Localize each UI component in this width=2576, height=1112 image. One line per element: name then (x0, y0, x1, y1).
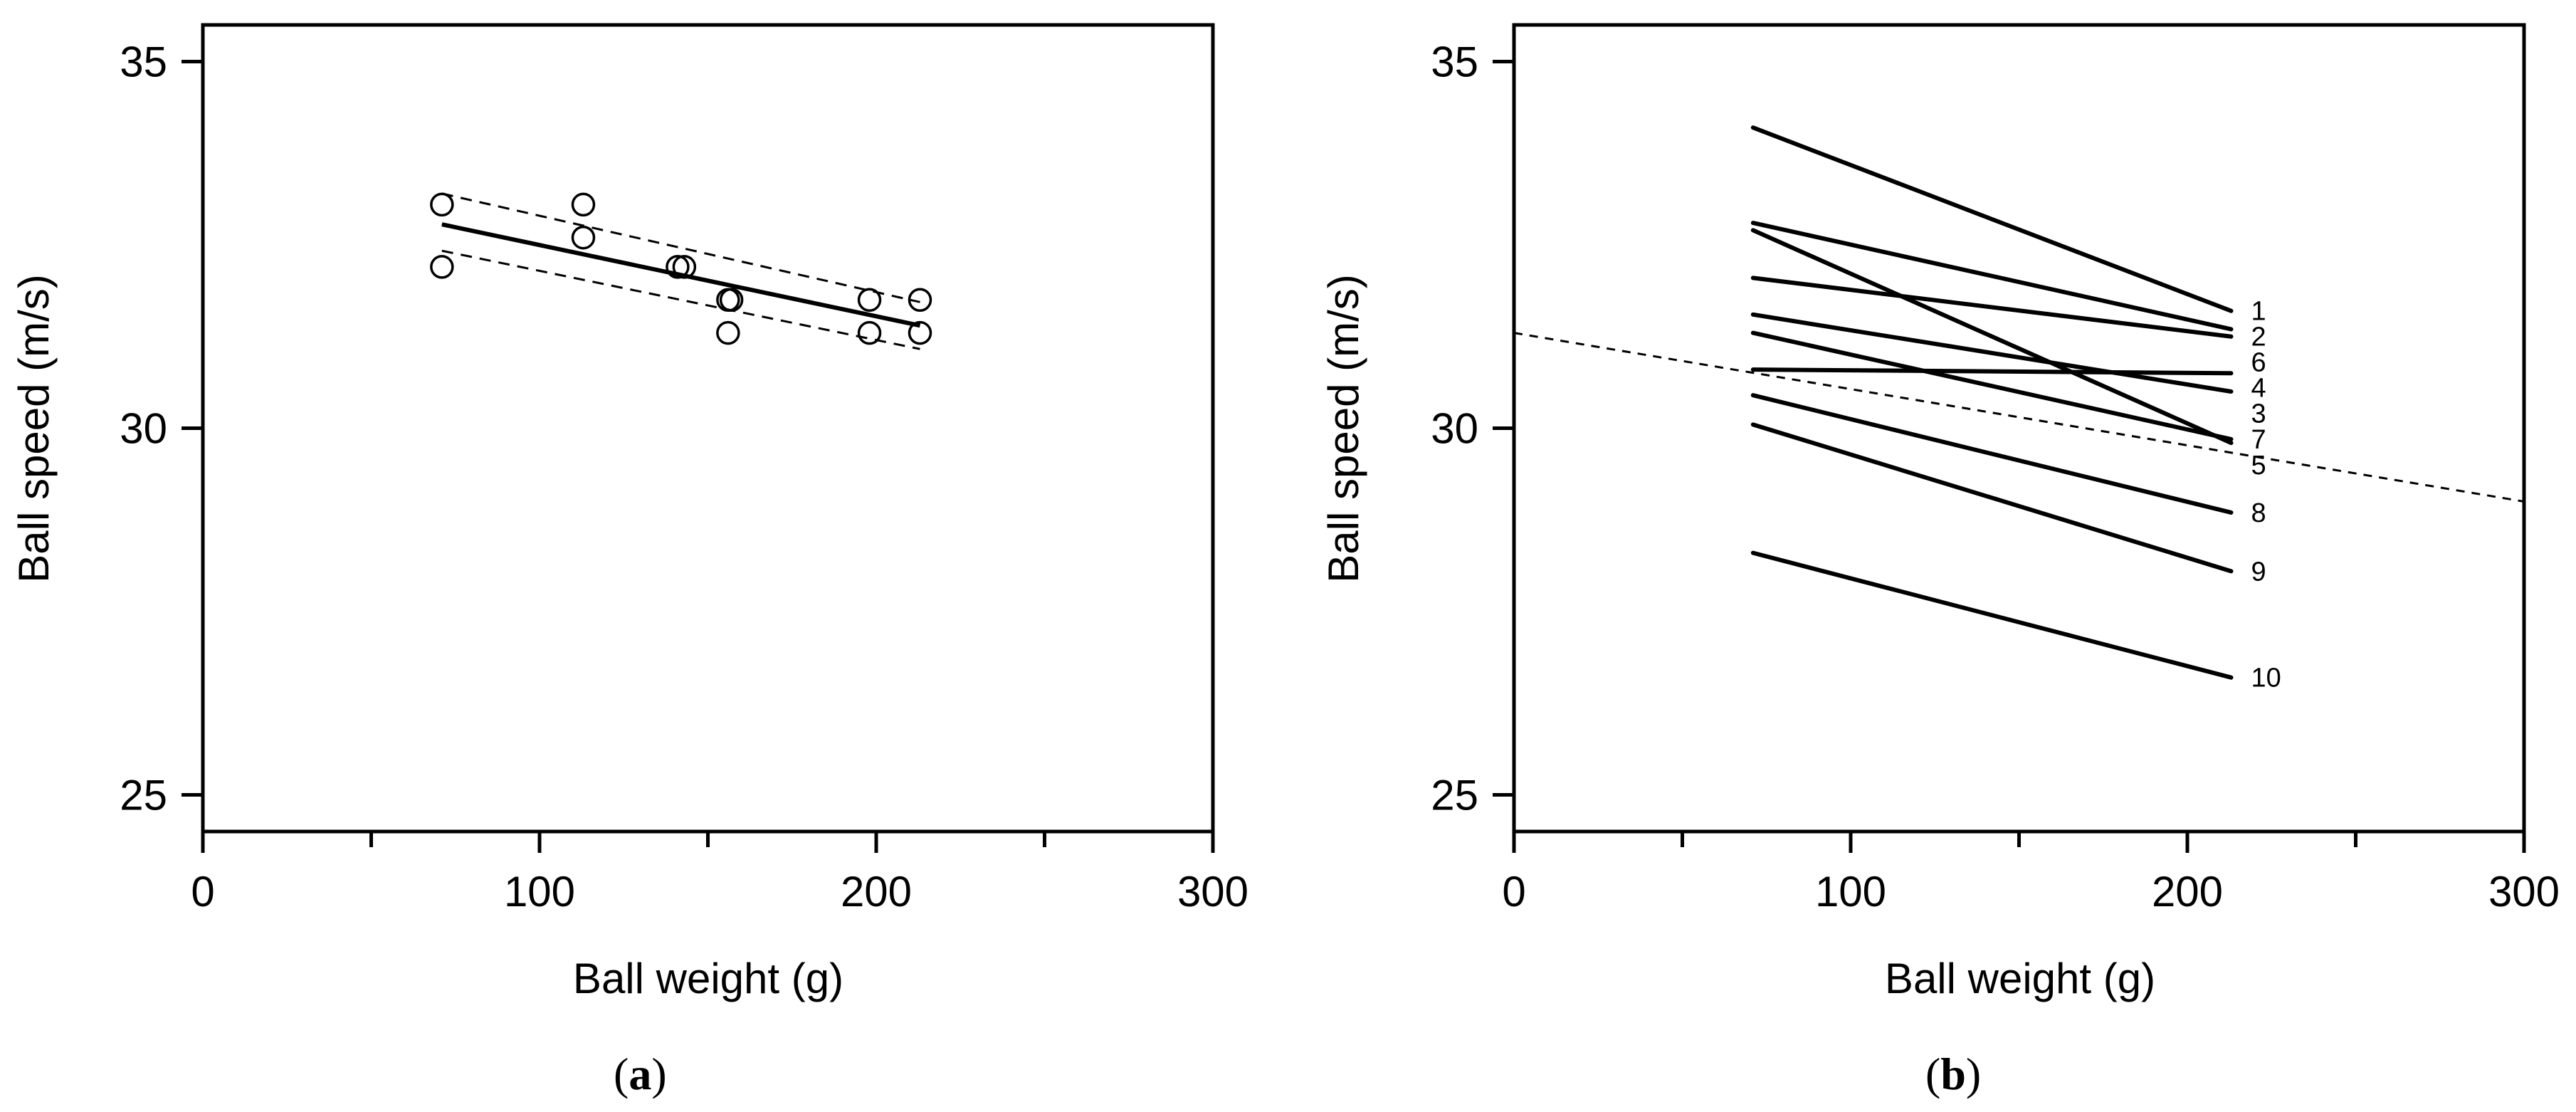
data-point (857, 288, 882, 312)
x-tick-label: 100 (504, 868, 575, 916)
x-axis-title: Ball weight (g) (1885, 955, 2155, 1002)
x-tick-label: 0 (1502, 868, 1525, 916)
data-point (672, 255, 697, 279)
data-point (908, 288, 932, 312)
series-line-5 (1750, 228, 2234, 446)
series-line-6 (1750, 276, 2234, 339)
series-line-9 (1750, 422, 2234, 574)
regression-line (441, 222, 921, 328)
y-axis-title: Ball speed (m/s) (1320, 274, 1367, 582)
data-point (666, 255, 690, 279)
data-point (571, 225, 596, 250)
series-label: 1 (2251, 297, 2266, 327)
series-label: 4 (2251, 374, 2266, 404)
panel-caption: (a) (614, 1049, 667, 1099)
data-point (719, 288, 744, 312)
data-point (908, 320, 932, 345)
series-label: 10 (2251, 663, 2281, 693)
series-line-8 (1750, 393, 2234, 515)
reference-line (1513, 332, 2525, 503)
series-label: 6 (2251, 348, 2266, 378)
plot-frame (201, 23, 1215, 834)
series-label: 3 (2251, 399, 2266, 429)
panel-caption: (b) (1925, 1049, 1981, 1099)
y-tick-label: 30 (1431, 405, 1478, 453)
series-line-7 (1750, 330, 2234, 441)
data-point (430, 255, 454, 279)
data-point (571, 192, 596, 217)
series-label: 7 (2251, 425, 2266, 455)
y-tick-label: 30 (120, 405, 167, 453)
series-line-10 (1750, 550, 2234, 680)
y-tick-label: 25 (1431, 772, 1478, 819)
series-label: 2 (2251, 322, 2266, 352)
y-tick-label: 25 (120, 772, 167, 819)
confidence-band-upper (441, 192, 920, 303)
x-axis-title: Ball weight (g) (573, 955, 843, 1002)
y-axis-title: Ball speed (m/s) (10, 274, 58, 582)
series-label: 8 (2251, 498, 2266, 528)
x-tick-label: 200 (2152, 868, 2223, 916)
plot-frame (1512, 23, 2526, 834)
series-line-1 (1750, 125, 2234, 313)
data-point (857, 320, 882, 345)
x-tick-label: 100 (1815, 868, 1886, 916)
data-point (430, 192, 454, 217)
series-line-4 (1750, 367, 2234, 376)
series-label: 5 (2251, 451, 2266, 481)
y-tick-label: 35 (120, 38, 167, 86)
x-tick-label: 0 (191, 868, 214, 916)
x-tick-label: 300 (2488, 868, 2560, 916)
panel-letter: b (1940, 1049, 1966, 1099)
panel-a-chart: 0 100 200 300 25 30 35 Ball weight (g) Ball spee… (10, 23, 1248, 1099)
data-point (716, 320, 740, 345)
series-label: 9 (2251, 557, 2266, 587)
confidence-band-lower (441, 249, 920, 350)
panel-letter: a (629, 1049, 651, 1099)
x-tick-label: 300 (1177, 868, 1248, 916)
series-line-3 (1750, 312, 2234, 394)
y-tick-label: 35 (1431, 38, 1478, 86)
x-tick-label: 200 (841, 868, 912, 916)
series-line-2 (1750, 221, 2234, 332)
